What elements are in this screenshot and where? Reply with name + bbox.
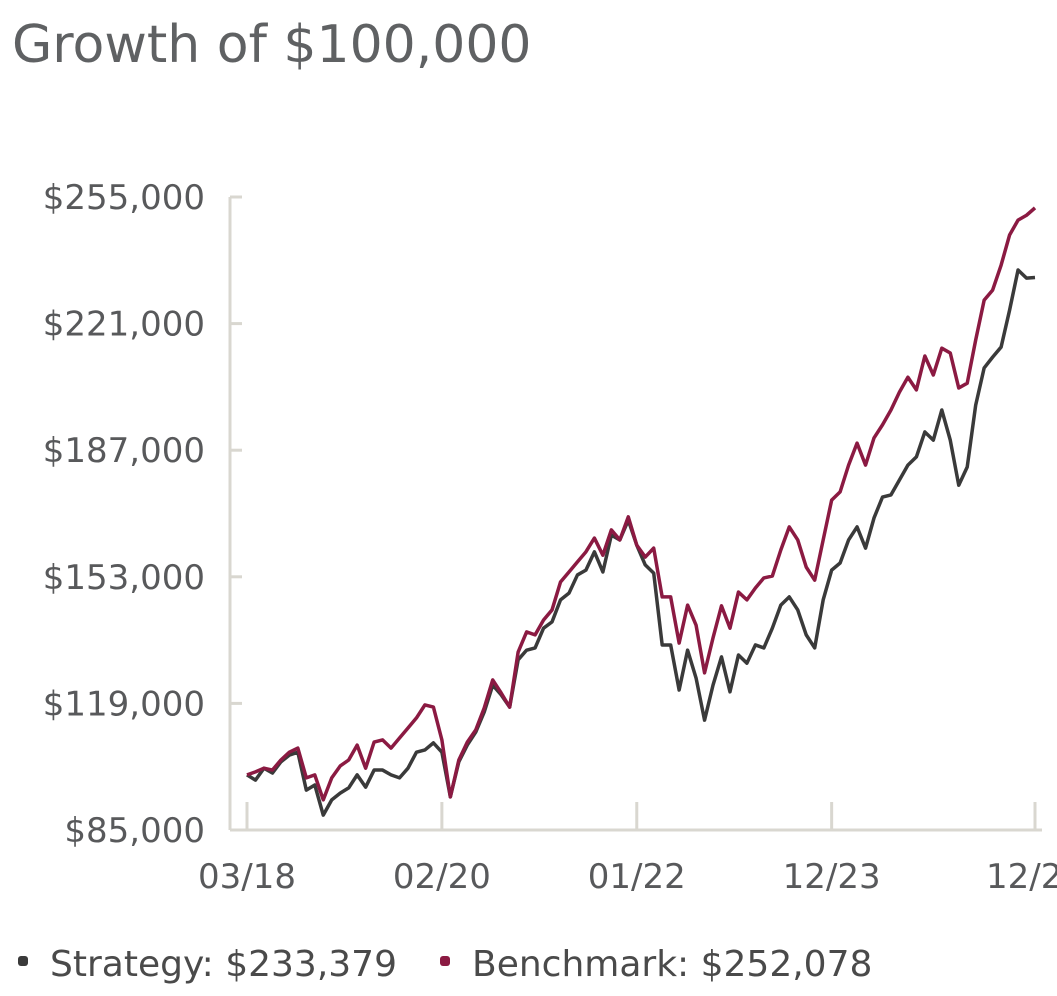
series-line — [246, 206, 1037, 802]
legend-label: Benchmark: $252,078 — [472, 944, 872, 985]
chart-title: Growth of $100,000 — [12, 15, 532, 75]
y-tick-label: $119,000 — [43, 684, 205, 724]
y-tick-label: $187,000 — [43, 431, 205, 471]
x-tick-label: 02/20 — [393, 857, 491, 897]
y-tick-label: $153,000 — [43, 558, 205, 598]
y-tick-label: $85,000 — [64, 811, 205, 851]
x-tick-label: 12/25 — [986, 857, 1057, 897]
series-line — [246, 268, 1036, 817]
y-tick-label: $255,000 — [43, 178, 205, 218]
x-tick-label: 01/22 — [588, 857, 686, 897]
legend-marker — [18, 956, 28, 966]
legend-marker — [440, 956, 450, 966]
x-tick-label: 12/23 — [783, 857, 881, 897]
y-tick-label: $221,000 — [43, 305, 205, 345]
x-tick-label: 03/18 — [198, 857, 296, 897]
legend-label: Strategy: $233,379 — [50, 944, 397, 985]
